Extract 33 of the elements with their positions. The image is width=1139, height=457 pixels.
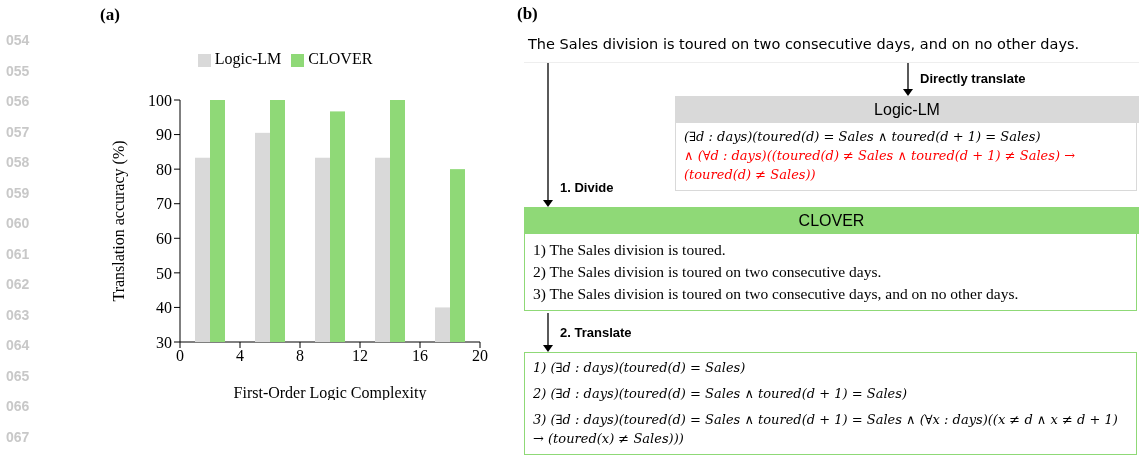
x-tick-label: 8 (296, 347, 304, 365)
y-tick-label: 40 (156, 299, 172, 317)
text: 1) (∃d : days)(toured(d) = Sales) (533, 359, 747, 377)
text: CLOVER (524, 207, 1139, 234)
text: (b) (517, 4, 538, 24)
y-tick-label: 70 (156, 195, 172, 213)
text: (∃d : days)(toured(d) = Sales ∧ toured(d + 1) = Sales) (684, 128, 1042, 146)
y-tick-label: 60 (156, 229, 172, 247)
y-axis-title: Translation accuracy (%) (109, 140, 128, 302)
x-tick-label: 12 (352, 347, 368, 365)
y-tick-label: 90 (156, 126, 172, 144)
text: Logic-LM (675, 96, 1139, 123)
x-tick-label: 16 (412, 347, 428, 365)
text: ∧ (∀d : days)((toured(d) ≠ Sales ∧ toured(d + 1) ≠ Sales) → (toured(d) ≠ Sales)) (684, 147, 1077, 184)
text: 2. Translate (560, 325, 632, 340)
text: 2) (∃d : days)(toured(d) = Sales ∧ toured(d + 1) = Sales) (533, 385, 908, 403)
text: 3) The Sales division is toured on two consecutive days, and on no other days. (533, 284, 1020, 304)
legend-label: CLOVER (308, 50, 373, 67)
y-tick-label: 80 (156, 160, 172, 178)
text: 1) The Sales division is toured. (533, 240, 727, 260)
y-tick-label: 100 (148, 91, 172, 109)
text: Directly translate (920, 71, 1026, 86)
text: 2) The Sales division is toured on two consecutive days. (533, 262, 883, 282)
text: The Sales division is toured on two consecutive days, and on no other days. (528, 36, 1080, 52)
x-tick-label: 20 (472, 347, 488, 365)
x-tick-label: 4 (236, 347, 244, 365)
text: 1. Divide (560, 180, 614, 195)
y-tick-label: 50 (156, 264, 172, 282)
x-tick-label: 0 (176, 347, 184, 365)
chart-title: (a) (100, 5, 120, 25)
legend-label: Logic-LM (214, 50, 282, 67)
y-tick-label: 30 (156, 333, 172, 351)
text: 3) (∃d : days)(toured(d) = Sales ∧ toured(d + 1) = Sales ∧ (∀x : days)((x ≠ d ∧ x ≠ d + 1) → (toured(x) ≠ Sales))) (533, 411, 1119, 448)
